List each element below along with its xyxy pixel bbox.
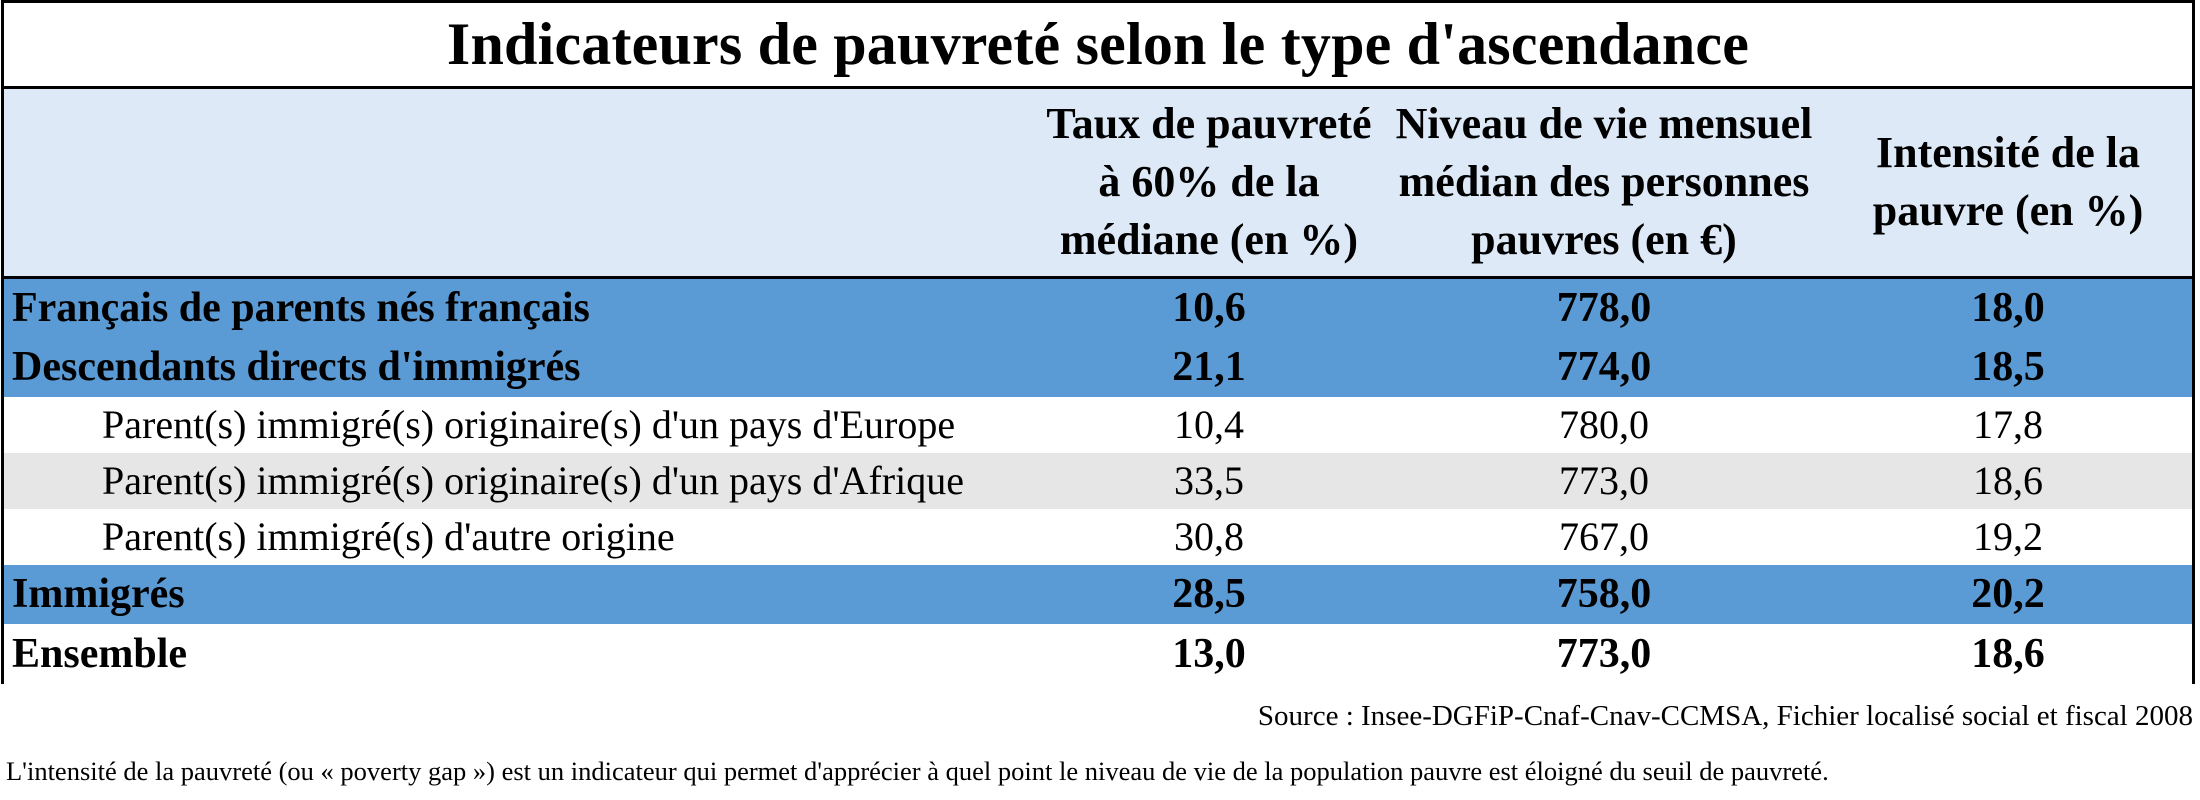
cell-value: 767,0 bbox=[1559, 514, 1649, 559]
cell-value: 30,8 bbox=[1174, 514, 1244, 559]
row-label: Parent(s) immigré(s) d'autre origine bbox=[102, 514, 675, 559]
cell-value: 21,1 bbox=[1034, 337, 1384, 397]
header-niveau-de-vie: Niveau de vie mensuel médian des personn… bbox=[1384, 89, 1824, 279]
cell-value: 10,4 bbox=[1174, 402, 1244, 447]
header-empty bbox=[4, 89, 1034, 279]
row-label: Parent(s) immigré(s) originaire(s) d'un … bbox=[102, 402, 956, 447]
row-label: Parent(s) immigré(s) originaire(s) d'un … bbox=[4, 452, 1034, 509]
cell-value: 18,6 bbox=[1824, 623, 2192, 684]
cell-value: 773,0 bbox=[1384, 623, 1824, 684]
table-row: Immigrés 28,5 758,0 20,2 bbox=[4, 564, 2192, 624]
cell-value: 17,8 bbox=[1973, 402, 2043, 447]
row-label: Immigrés bbox=[4, 564, 1034, 624]
row-label: Descendants directs d'immigrés bbox=[4, 337, 1034, 397]
table-row: Français de parents nés français 10,6 778,… bbox=[4, 277, 2192, 338]
header-line: pauvre (en %) bbox=[1872, 186, 2144, 236]
header-line: pauvres (en €) bbox=[1471, 215, 1737, 265]
table-row: Parent(s) immigré(s) originaire(s) d'un … bbox=[4, 452, 2192, 509]
cell-value: 18,6 bbox=[1824, 452, 2192, 509]
header-line: médiane (en %) bbox=[1059, 215, 1359, 265]
row-label: Ensemble bbox=[4, 623, 1034, 684]
cell-value: 780,0 bbox=[1559, 402, 1649, 447]
cell-value: 18,0 bbox=[1824, 277, 2192, 338]
header-line: à 60% de la bbox=[1098, 157, 1320, 207]
cell-value: 773,0 bbox=[1384, 452, 1824, 509]
row-label: Français de parents nés français bbox=[4, 277, 1034, 338]
cell-value: 28,5 bbox=[1034, 564, 1384, 624]
table-row: Parent(s) immigré(s) d'autre origine 30,8… bbox=[4, 509, 2192, 565]
table-row: Parent(s) immigré(s) originaire(s) d'un … bbox=[4, 397, 2192, 453]
header-row: Taux de pauvreté à 60% de la médiane (en… bbox=[4, 89, 2192, 279]
cell-value: 758,0 bbox=[1384, 564, 1824, 624]
header-line: médian des personnes bbox=[1398, 157, 1810, 207]
cell-value: 10,6 bbox=[1034, 277, 1384, 338]
cell-value: 33,5 bbox=[1034, 452, 1384, 509]
table-body: Français de parents nés français 10,6 778,… bbox=[4, 277, 2192, 684]
header-intensite: Intensité de la pauvre (en %) bbox=[1824, 89, 2192, 279]
source-note: Source : Insee-DGFiP-Cnaf-Cnav-CCMSA, Fi… bbox=[1257, 700, 2193, 732]
cell-value: 20,2 bbox=[1824, 564, 2192, 624]
header-line: Taux de pauvreté bbox=[1046, 99, 1372, 149]
header-taux-pauvrete: Taux de pauvreté à 60% de la médiane (en… bbox=[1034, 89, 1384, 279]
table-title: Indicateurs de pauvreté selon le type d'… bbox=[4, 3, 2192, 89]
footnote: L'intensité de la pauvreté (ou « poverty… bbox=[6, 756, 1829, 786]
cell-value: 774,0 bbox=[1384, 337, 1824, 397]
poverty-table: Taux de pauvreté à 60% de la médiane (en… bbox=[4, 89, 2192, 684]
table-row: Ensemble 13,0 773,0 18,6 bbox=[4, 623, 2192, 684]
header-line: Intensité de la bbox=[1876, 128, 2140, 178]
table-row: Descendants directs d'immigrés 21,1 774,0 1… bbox=[4, 337, 2192, 397]
header-line: Niveau de vie mensuel bbox=[1395, 99, 1813, 149]
cell-value: 778,0 bbox=[1384, 277, 1824, 338]
cell-value: 18,5 bbox=[1824, 337, 2192, 397]
cell-value: 13,0 bbox=[1034, 623, 1384, 684]
poverty-table-frame: Indicateurs de pauvreté selon le type d'… bbox=[1, 0, 2195, 684]
cell-value: 19,2 bbox=[1973, 514, 2043, 559]
